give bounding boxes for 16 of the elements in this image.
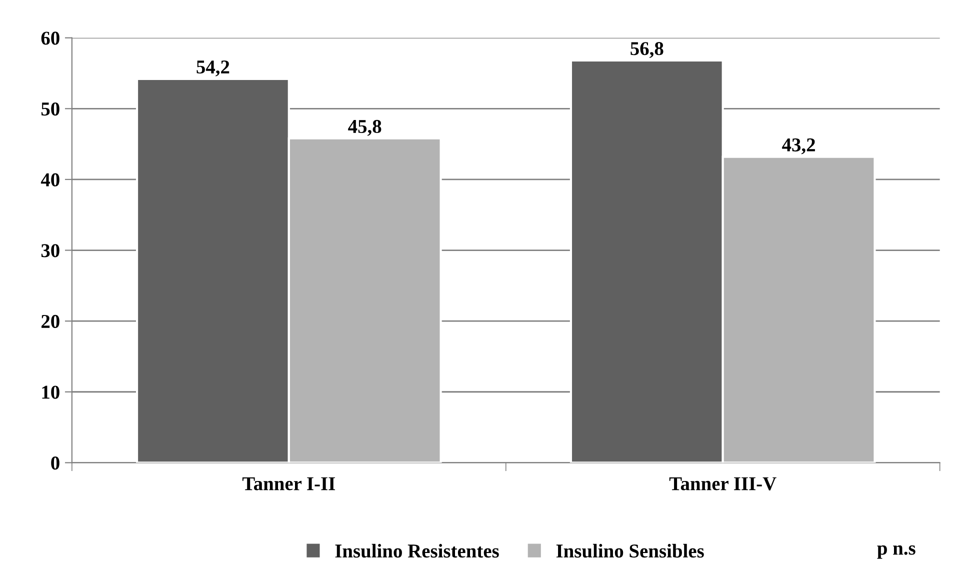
y-tick-label: 40: [40, 173, 60, 186]
y-tick-label: 60: [41, 32, 60, 45]
x-tick-label: Tanner I-II: [242, 477, 335, 490]
data-label: 54,2: [196, 60, 230, 76]
x-tick-label: Tanner III-V: [669, 477, 776, 490]
y-tick-label: 10: [42, 386, 60, 399]
legend-label: Insulino Sensibles: [556, 544, 704, 558]
text: p n.s: [877, 545, 916, 559]
y-tick-label: 20: [41, 314, 60, 328]
data-label: 56,8: [630, 42, 664, 58]
legend-label: Insulino Resistentes: [335, 544, 499, 558]
y-tick-label: 0: [51, 456, 60, 470]
data-label: 43,2: [782, 138, 815, 154]
y-tick-label: 30: [41, 244, 60, 258]
data-label: 45,8: [348, 120, 382, 136]
y-tick-label: 50: [41, 102, 60, 116]
